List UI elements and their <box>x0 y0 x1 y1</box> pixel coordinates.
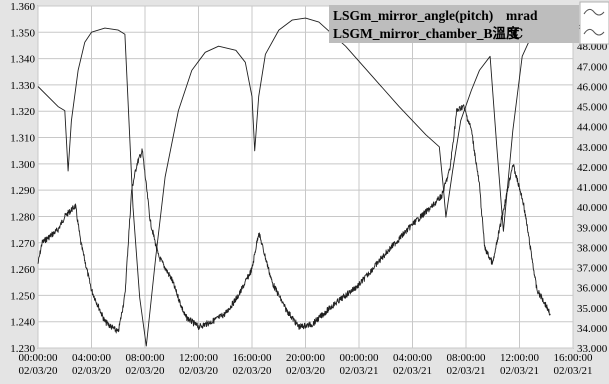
right-tick-label: 42.000 <box>577 162 608 174</box>
x-tick-time: 00:00:00 <box>18 352 58 364</box>
left-axis: 1.360 1.350 1.340 1.330 1.320 1.310 1.300 1.290… <box>10 1 35 355</box>
x-tick-time: 16:00:00 <box>553 352 593 364</box>
left-tick-label: 1.360 <box>10 1 35 13</box>
x-tick-date: 02/03/20 <box>18 365 58 377</box>
x-tick-time: 08:00:00 <box>125 352 165 364</box>
x-tick-date: 02/03/20 <box>125 365 165 377</box>
left-tick-label: 1.270 <box>10 238 35 250</box>
legend-background <box>329 5 579 43</box>
x-tick-date: 02/03/21 <box>446 365 485 377</box>
left-tick-label: 1.250 <box>10 290 35 302</box>
wave-icon[interactable] <box>583 28 605 36</box>
x-tick-date: 02/03/20 <box>232 365 272 377</box>
x-tick-time: 04:00:00 <box>72 352 112 364</box>
right-tick-label: 37.000 <box>577 263 608 275</box>
x-tick-date: 02/03/21 <box>393 365 432 377</box>
x-tick-time: 20:00:00 <box>286 352 326 364</box>
left-tick-label: 1.260 <box>10 264 35 276</box>
right-tick-label: 47.000 <box>577 61 608 73</box>
right-tick-label: 35.000 <box>577 303 608 315</box>
right-tick-label: 44.000 <box>577 122 608 134</box>
right-tick-label: 43.000 <box>577 142 608 154</box>
x-tick-time: 04:00:00 <box>393 352 433 364</box>
right-axis: 49.00048.00047.00046.00045.00044.00043.0… <box>577 21 608 355</box>
right-tick-label: 40.000 <box>577 202 608 214</box>
legend-entry-2-name: LSGM_mirror_chamber_B溫度 <box>333 25 520 41</box>
left-tick-label: 1.230 <box>10 343 35 355</box>
x-tick-date: 02/03/21 <box>553 365 592 377</box>
right-tick-label: 39.000 <box>577 222 608 234</box>
right-tick-label: 46.000 <box>577 81 608 93</box>
legend-entry-2-unit: ℃ <box>507 26 523 41</box>
x-tick-time: 08:00:00 <box>446 352 486 364</box>
right-tick-label: 34.000 <box>577 323 608 335</box>
x-tick-date: 02/03/21 <box>339 365 378 377</box>
left-tick-label: 1.240 <box>10 317 35 329</box>
right-tick-label: 38.000 <box>577 242 608 254</box>
left-tick-label: 1.320 <box>10 106 35 118</box>
series-layer <box>37 17 551 347</box>
right-tick-label: 45.000 <box>577 102 608 114</box>
legend-entry-1-unit: mrad <box>506 8 538 23</box>
x-tick-date: 02/03/20 <box>286 365 326 377</box>
x-axis: 00:00:0002/03/2004:00:0002/03/2008:00:00… <box>18 352 593 377</box>
x-tick-time: 16:00:00 <box>232 352 272 364</box>
gridlines <box>37 5 574 349</box>
x-tick-date: 02/03/21 <box>500 365 539 377</box>
right-tick-label: 33.000 <box>577 343 608 355</box>
left-tick-label: 1.310 <box>10 133 35 145</box>
x-tick-date: 02/03/20 <box>72 365 112 377</box>
left-tick-label: 1.280 <box>10 211 35 223</box>
x-tick-time: 12:00:00 <box>500 352 540 364</box>
right-tick-label: 36.000 <box>577 283 608 295</box>
left-tick-label: 1.350 <box>10 27 35 39</box>
left-tick-label: 1.340 <box>10 54 35 66</box>
left-tick-label: 1.300 <box>10 159 35 171</box>
legend: LSGm_mirror_angle(pitch) mrad LSGM_mirro… <box>329 1 609 45</box>
wave-icon[interactable] <box>583 8 605 16</box>
left-tick-label: 1.290 <box>10 185 35 197</box>
legend-icon-panel <box>579 1 609 45</box>
x-tick-date: 02/03/20 <box>179 365 219 377</box>
x-tick-time: 12:00:00 <box>179 352 219 364</box>
left-tick-label: 1.330 <box>10 80 35 92</box>
series-chamber-temp-line <box>37 17 551 347</box>
right-tick-label: 41.000 <box>577 182 608 194</box>
legend-entry-1-name: LSGm_mirror_angle(pitch) <box>333 8 493 23</box>
x-tick-time: 00:00:00 <box>339 352 379 364</box>
